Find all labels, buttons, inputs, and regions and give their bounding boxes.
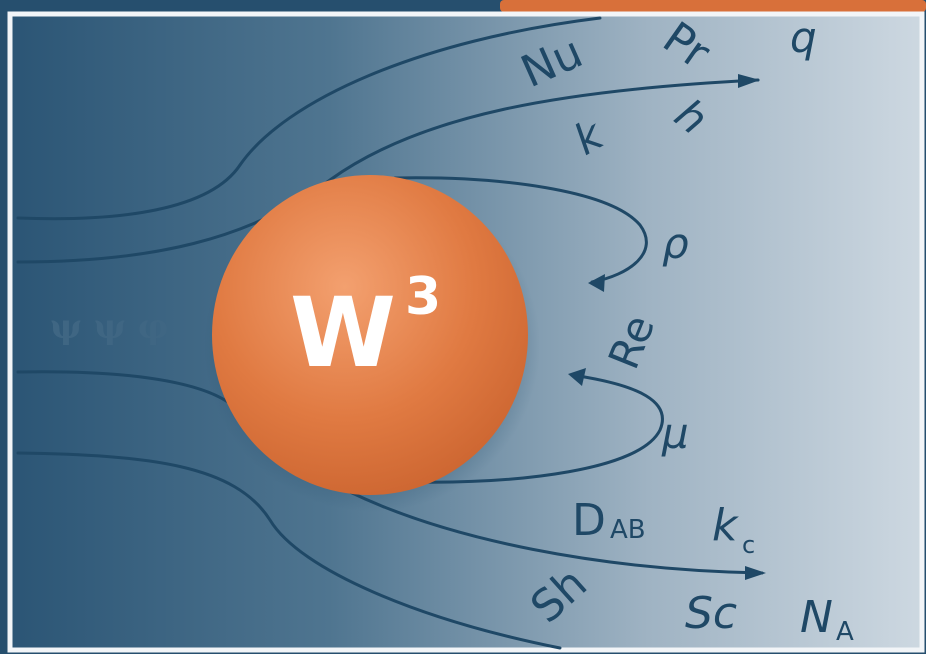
arrowhead-lower <box>745 566 766 580</box>
symbol-c-subscript: c <box>742 531 755 559</box>
symbol-rho: ρ <box>662 219 689 268</box>
greek-symbols: ψ ψ φ <box>50 307 168 347</box>
symbol-n: N <box>800 592 833 643</box>
streamline-5 <box>16 451 562 650</box>
arrowhead-loop-lower <box>568 368 586 386</box>
symbol-mu: μ <box>661 409 689 458</box>
symbol-a-subscript: A <box>836 617 854 647</box>
accent-bar <box>500 0 926 12</box>
streamline-loop-lower <box>408 373 664 484</box>
sphere <box>212 175 528 495</box>
streamline-loop-upper <box>393 176 648 284</box>
symbol-kc: k <box>712 500 739 551</box>
streamline-1 <box>16 16 602 221</box>
symbol-ab-subscript: AB <box>610 515 646 545</box>
arrowhead-upper <box>738 74 760 88</box>
symbol-sc: Sc <box>685 588 737 639</box>
symbol-q: q <box>790 13 817 62</box>
arrowhead-loop-upper <box>588 274 605 292</box>
streamline-2 <box>16 78 760 264</box>
sphere-superscript: 3 <box>405 267 441 327</box>
symbol-d: D <box>572 495 606 546</box>
sphere-title: W <box>290 277 396 389</box>
